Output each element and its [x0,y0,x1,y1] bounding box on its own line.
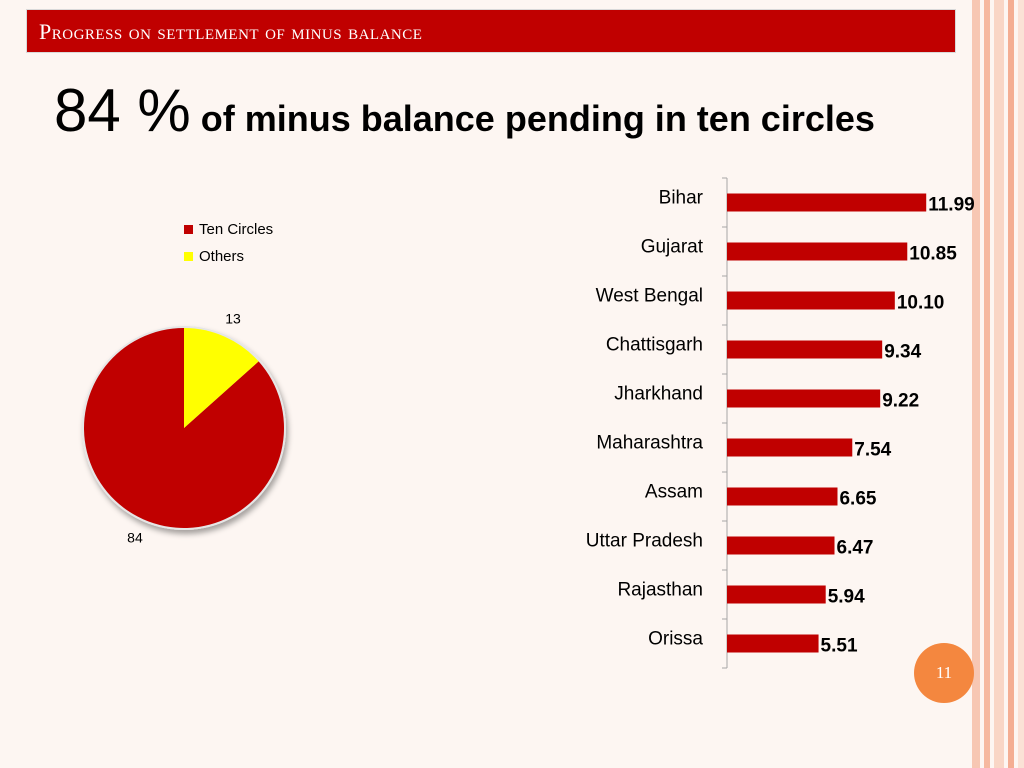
page-number-badge: 11 [914,643,974,703]
bar-value-label-2: 10.85 [909,244,957,265]
pie-slice-1 [84,328,285,528]
bar-7 [727,487,838,506]
bar-category-label-7: Assam [645,482,703,503]
bar-9 [727,585,826,604]
bar-category-label-2: Gujarat [641,237,704,258]
header-bar: Progress on settlement of minus balance [26,9,956,53]
bar-value-label-10: 5.51 [821,636,858,657]
bar-10 [727,634,819,653]
bar-3 [727,291,895,310]
bar-value-label-4: 9.34 [884,342,921,363]
legend-swatch-1 [184,225,193,234]
bar-value-label-7: 6.65 [839,489,876,510]
decorative-stripes [972,0,1024,768]
legend-label-2: Others [199,248,244,265]
bar-value-label-5: 9.22 [882,391,919,412]
bar-category-label-10: Orissa [648,629,703,650]
bar-2 [727,242,908,261]
headline-percentage: 84 % [54,77,191,144]
headline: 84 % of minus balance pending in ten cir… [54,76,875,145]
page-number: 11 [935,663,953,682]
bar-category-label-8: Uttar Pradesh [586,531,703,552]
slide-title: Progress on settlement of minus balance [39,19,423,44]
bar-1 [727,193,927,212]
bar-value-label-3: 10.10 [897,293,945,314]
bar-category-label-3: West Bengal [596,286,703,307]
legend-label-1: Ten Circles [199,221,273,238]
bar-value-label-8: 6.47 [837,538,874,559]
bar-8 [727,536,835,555]
bar-value-label-6: 7.54 [854,440,891,461]
bar-category-label-9: Rajasthan [617,580,703,601]
bar-category-label-6: Maharashtra [596,433,703,454]
headline-text: of minus balance pending in ten circles [190,98,875,139]
bar-category-label-1: Bihar [659,188,704,209]
pie-data-label-2: 13 [225,310,241,326]
bar-value-label-9: 5.94 [828,587,865,608]
legend-swatch-2 [184,252,193,261]
bar-4 [727,340,883,359]
bar-value-label-1: 11.99 [928,195,975,216]
bar-6 [727,438,853,457]
bar-5 [727,389,881,408]
pie-slice-2 [184,328,259,428]
bar-category-label-5: Jharkhand [614,384,703,405]
bar-category-label-4: Chattisgarh [606,335,703,356]
pie-data-label-1: 84 [127,530,143,546]
